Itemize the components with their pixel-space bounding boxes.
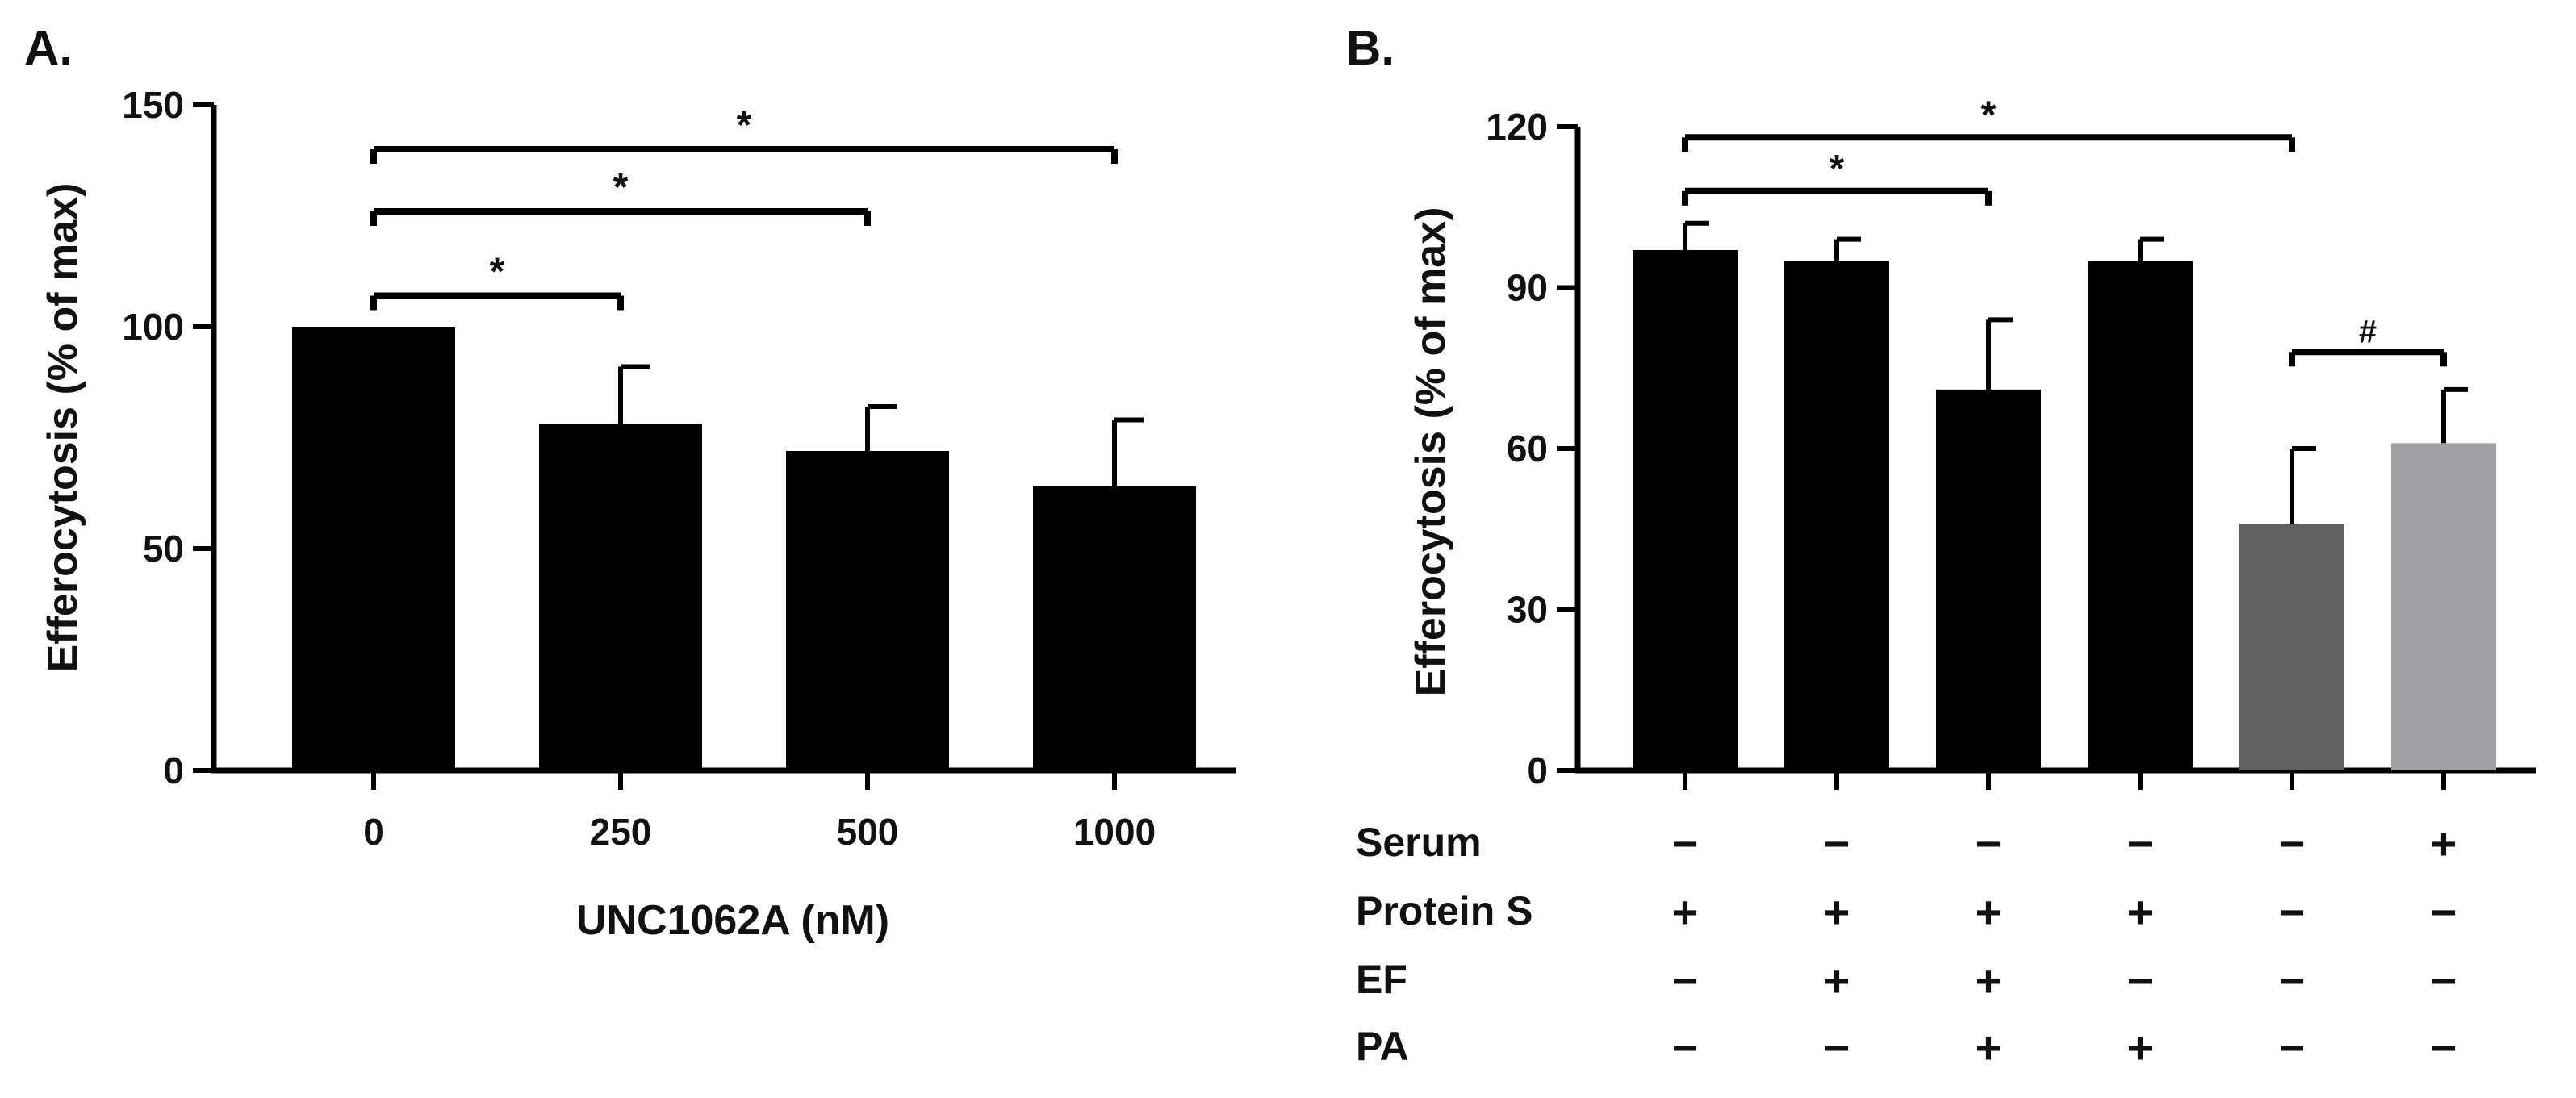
bar	[539, 424, 702, 770]
plus-sign: +	[1976, 887, 2002, 937]
panel-a-label: A.	[24, 21, 73, 75]
minus-sign: −	[2279, 955, 2306, 1006]
minus-sign: −	[2431, 955, 2457, 1006]
plus-sign: +	[2431, 818, 2457, 869]
minus-sign: −	[1672, 1022, 1699, 1073]
plus-sign: +	[2127, 1022, 2154, 1073]
condition-label: EF	[1356, 957, 1407, 1002]
bar	[1784, 261, 1889, 770]
minus-sign: −	[2279, 887, 2306, 937]
plus-sign: +	[1824, 955, 1850, 1006]
y-tick-label: 100	[122, 306, 184, 348]
significance-label: *	[490, 251, 505, 294]
minus-sign: −	[2127, 818, 2154, 869]
panel-b-ylabel: Efferocytosis (% of max)	[1407, 207, 1454, 697]
y-tick-label: 50	[143, 528, 184, 570]
minus-sign: −	[1824, 1022, 1850, 1073]
minus-sign: −	[1824, 818, 1850, 869]
panel-b-condition-table: Serum − − − − − + Protein S + + + + − − EF − + + − − − PA − − + +…	[1356, 818, 2457, 1073]
panel-a: A. Efferocytosis (% of max) UNC1062A (nM…	[24, 21, 1236, 944]
condition-label: PA	[1356, 1024, 1409, 1069]
significance-label: *	[737, 104, 752, 147]
y-tick-label: 120	[1486, 106, 1548, 148]
x-tick-label: 0	[363, 811, 384, 853]
panel-a-marks: 0 50 100 150 0 250 500 1000 * * *	[122, 84, 1236, 853]
y-tick-label: 0	[1527, 749, 1548, 791]
plus-sign: +	[1976, 1022, 2002, 1073]
minus-sign: −	[2431, 1022, 2457, 1073]
panel-a-ylabel: Efferocytosis (% of max)	[40, 183, 86, 673]
minus-sign: −	[2431, 887, 2457, 937]
minus-sign: −	[2279, 818, 2306, 869]
y-tick-label: 60	[1507, 428, 1548, 470]
minus-sign: −	[1672, 955, 1699, 1006]
minus-sign: −	[1976, 818, 2002, 869]
plus-sign: +	[1824, 887, 1850, 937]
x-tick-label: 500	[837, 811, 899, 853]
significance-label: #	[2359, 314, 2377, 349]
minus-sign: −	[2279, 1022, 2306, 1073]
x-tick-label: 250	[590, 811, 652, 853]
bar	[1936, 389, 2041, 770]
bar	[2088, 261, 2193, 770]
significance-label: *	[1981, 94, 1997, 136]
significance-label: *	[1830, 148, 1845, 190]
y-tick-label: 0	[163, 749, 184, 791]
condition-label: Protein S	[1356, 888, 1533, 933]
panel-a-xlabel: UNC1062A (nM)	[576, 897, 889, 944]
y-tick-label: 150	[122, 84, 184, 126]
bar	[2239, 524, 2344, 770]
bar	[2391, 443, 2496, 770]
panel-b-label: B.	[1346, 21, 1395, 75]
minus-sign: −	[1672, 818, 1699, 869]
significance-label: *	[613, 166, 629, 209]
panel-b: B. Efferocytosis (% of max) 0 30 60 90 120 * *…	[1346, 21, 2536, 1073]
bar	[1633, 249, 1738, 770]
bar	[292, 327, 455, 770]
y-tick-label: 90	[1507, 267, 1548, 309]
x-tick-label: 1000	[1073, 811, 1156, 853]
plus-sign: +	[1672, 887, 1699, 937]
bar	[1033, 486, 1196, 770]
panel-b-marks: 0 30 60 90 120 * * #	[1486, 94, 2536, 791]
plus-sign: +	[1976, 955, 2002, 1006]
y-tick-label: 30	[1507, 589, 1548, 631]
condition-label: Serum	[1356, 820, 1482, 865]
bar	[786, 451, 949, 770]
plus-sign: +	[2127, 887, 2154, 937]
minus-sign: −	[2127, 955, 2154, 1006]
